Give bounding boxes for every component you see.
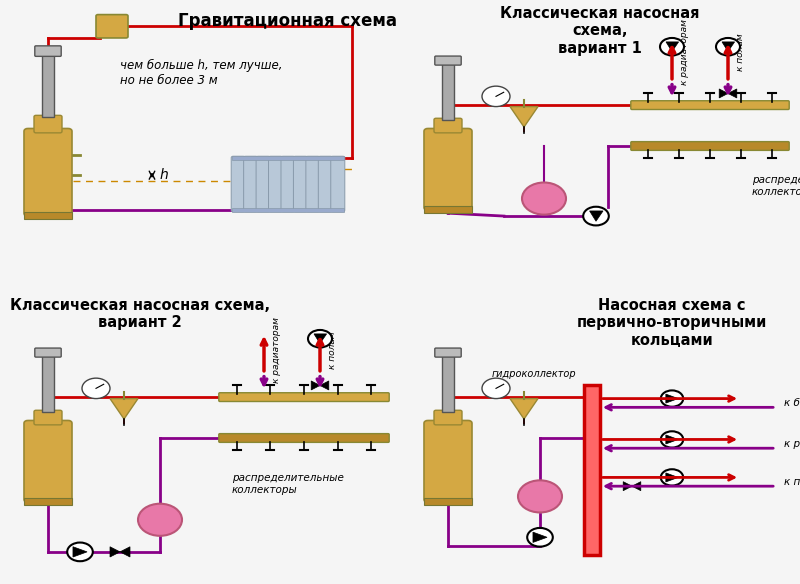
Polygon shape bbox=[722, 42, 734, 51]
Text: гидроколлектор: гидроколлектор bbox=[491, 369, 576, 379]
Polygon shape bbox=[533, 532, 547, 543]
Circle shape bbox=[482, 378, 510, 399]
FancyBboxPatch shape bbox=[318, 157, 332, 212]
FancyBboxPatch shape bbox=[435, 348, 461, 357]
Polygon shape bbox=[666, 435, 678, 444]
FancyBboxPatch shape bbox=[434, 410, 462, 425]
Bar bbox=[232, 208, 344, 213]
Text: к радиаторам: к радиаторам bbox=[784, 439, 800, 449]
Circle shape bbox=[308, 330, 332, 347]
Polygon shape bbox=[311, 381, 320, 390]
Circle shape bbox=[482, 86, 510, 107]
Bar bbox=[24, 212, 72, 219]
Text: к полам: к полам bbox=[736, 34, 745, 71]
Polygon shape bbox=[666, 42, 678, 51]
Circle shape bbox=[660, 38, 684, 55]
Polygon shape bbox=[623, 482, 632, 491]
FancyBboxPatch shape bbox=[219, 433, 390, 443]
Polygon shape bbox=[728, 89, 737, 98]
FancyBboxPatch shape bbox=[24, 420, 72, 502]
Text: h: h bbox=[160, 168, 169, 182]
Text: чем больше h, тем лучше,
но не более 3 м: чем больше h, тем лучше, но не более 3 м bbox=[120, 59, 282, 87]
Text: распределительные
коллекторы: распределительные коллекторы bbox=[232, 473, 344, 495]
Bar bbox=[424, 498, 472, 505]
FancyBboxPatch shape bbox=[281, 157, 295, 212]
FancyBboxPatch shape bbox=[34, 116, 62, 133]
Text: распределительные
коллекторы: распределительные коллекторы bbox=[752, 175, 800, 197]
Circle shape bbox=[138, 503, 182, 536]
Bar bbox=[24, 498, 72, 505]
Polygon shape bbox=[510, 399, 538, 419]
FancyBboxPatch shape bbox=[306, 157, 320, 212]
Polygon shape bbox=[73, 547, 87, 557]
Polygon shape bbox=[666, 473, 678, 482]
Circle shape bbox=[661, 431, 683, 447]
FancyBboxPatch shape bbox=[34, 410, 62, 425]
FancyBboxPatch shape bbox=[424, 128, 472, 210]
Bar bbox=[232, 155, 344, 160]
Text: к полам: к полам bbox=[328, 332, 337, 369]
Text: к полам: к полам bbox=[784, 477, 800, 487]
Text: Классическая насосная
схема,
вариант 1: Классическая насосная схема, вариант 1 bbox=[500, 6, 700, 55]
Circle shape bbox=[583, 207, 609, 225]
FancyBboxPatch shape bbox=[330, 157, 345, 212]
Bar bbox=[442, 61, 454, 120]
Text: к бойлеру: к бойлеру bbox=[784, 398, 800, 408]
Polygon shape bbox=[314, 334, 326, 343]
FancyBboxPatch shape bbox=[630, 142, 789, 151]
Circle shape bbox=[527, 528, 553, 547]
Circle shape bbox=[661, 391, 683, 406]
Bar bbox=[584, 385, 600, 555]
FancyBboxPatch shape bbox=[35, 46, 61, 57]
FancyBboxPatch shape bbox=[96, 15, 128, 38]
Bar bbox=[42, 353, 54, 412]
FancyBboxPatch shape bbox=[630, 101, 789, 110]
Circle shape bbox=[716, 38, 740, 55]
Text: Гравитационная схема: Гравитационная схема bbox=[178, 12, 398, 30]
Bar bbox=[42, 53, 54, 117]
Bar bbox=[424, 206, 472, 213]
Text: к радиаторам: к радиаторам bbox=[272, 318, 281, 383]
FancyBboxPatch shape bbox=[231, 157, 246, 212]
Polygon shape bbox=[120, 547, 130, 557]
Circle shape bbox=[518, 480, 562, 513]
FancyBboxPatch shape bbox=[424, 420, 472, 502]
Polygon shape bbox=[510, 107, 538, 127]
FancyBboxPatch shape bbox=[434, 118, 462, 133]
FancyBboxPatch shape bbox=[435, 56, 461, 65]
Text: Классическая насосная схема,
вариант 2: Классическая насосная схема, вариант 2 bbox=[10, 298, 270, 330]
Circle shape bbox=[82, 378, 110, 399]
Circle shape bbox=[522, 182, 566, 215]
FancyBboxPatch shape bbox=[294, 157, 307, 212]
Bar bbox=[442, 353, 454, 412]
FancyBboxPatch shape bbox=[244, 157, 258, 212]
Text: к радиаторам: к радиаторам bbox=[680, 20, 689, 85]
FancyBboxPatch shape bbox=[219, 393, 390, 402]
FancyBboxPatch shape bbox=[35, 348, 61, 357]
Circle shape bbox=[67, 543, 93, 561]
Polygon shape bbox=[590, 211, 603, 221]
Polygon shape bbox=[320, 381, 329, 390]
Polygon shape bbox=[110, 547, 120, 557]
FancyBboxPatch shape bbox=[24, 128, 72, 216]
FancyBboxPatch shape bbox=[269, 157, 282, 212]
Text: Насосная схема с
первично-вторичными
кольцами: Насосная схема с первично-вторичными кол… bbox=[577, 298, 767, 347]
Polygon shape bbox=[666, 394, 678, 403]
Circle shape bbox=[661, 470, 683, 486]
Polygon shape bbox=[110, 399, 138, 419]
FancyBboxPatch shape bbox=[256, 157, 270, 212]
Polygon shape bbox=[719, 89, 728, 98]
Polygon shape bbox=[632, 482, 641, 491]
